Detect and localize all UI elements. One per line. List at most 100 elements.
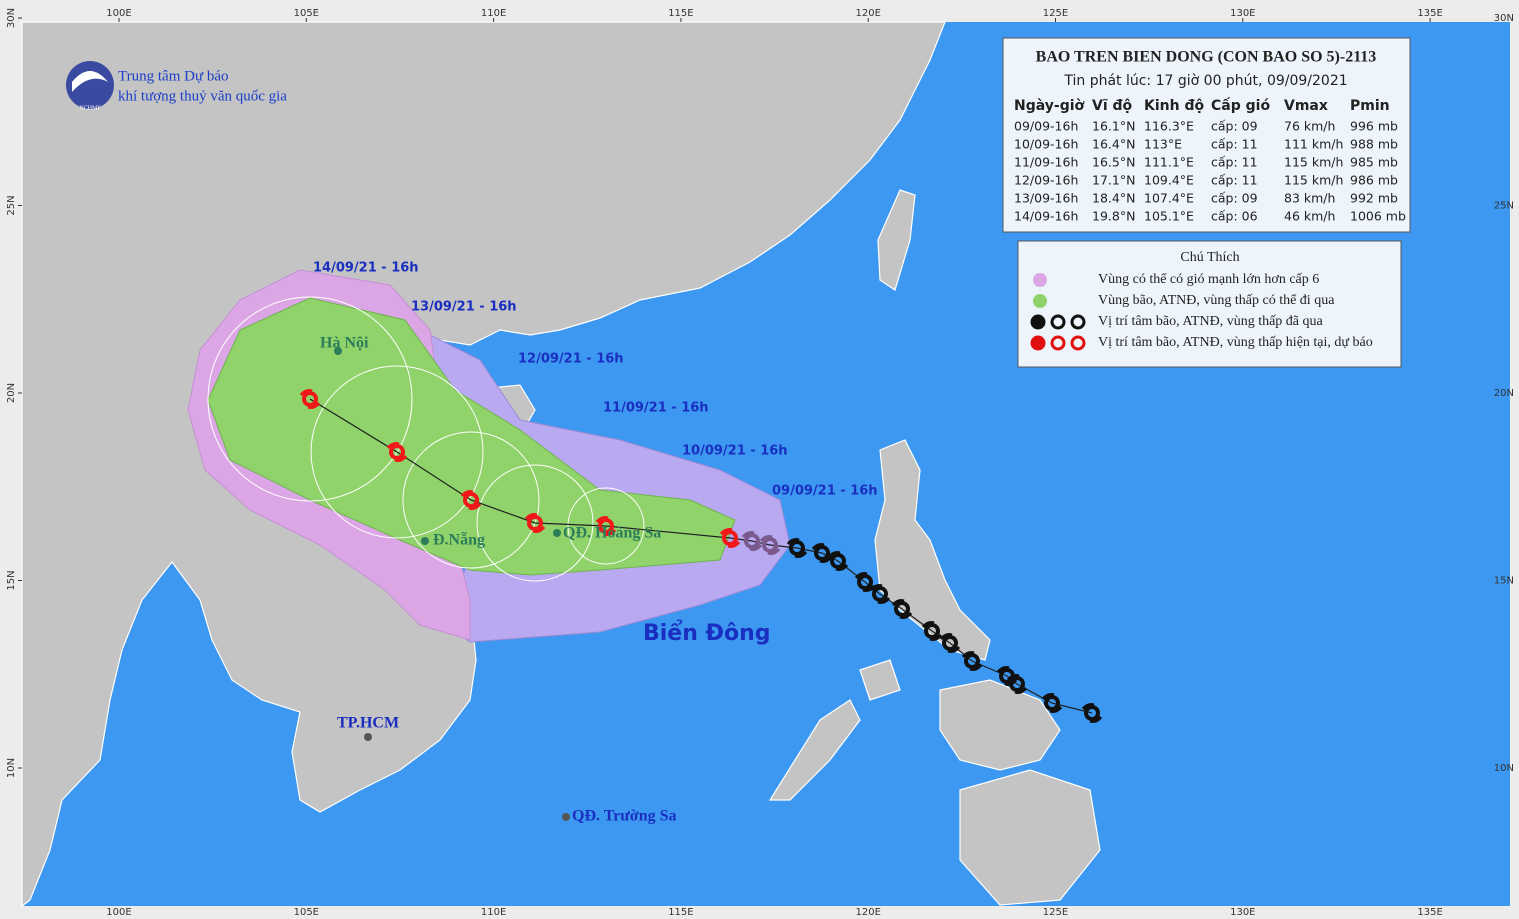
lat-tick-label: 25N — [1494, 201, 1514, 212]
table-cell: 14/09-16h — [1014, 209, 1078, 224]
legend-symbol — [1070, 335, 1086, 351]
past-center — [744, 533, 760, 549]
title: BAO TREN BIEN DONG (CON BAO SO 5)-2113 — [1036, 49, 1377, 66]
lon-tick-label: 130E — [1230, 907, 1255, 918]
lon-tick-label: 115E — [668, 907, 693, 918]
place-label: TP.HCM — [337, 715, 399, 732]
table-cell: 985 mb — [1350, 155, 1398, 170]
past-center — [872, 586, 888, 602]
legend-symbol — [1050, 314, 1066, 330]
lon-tick-label: 125E — [1043, 907, 1068, 918]
logo-badge — [66, 61, 114, 109]
lon-tick-label: 105E — [294, 8, 319, 19]
legend-label: Vị trí tâm bão, ATNĐ, vùng thấp hiện tại… — [1098, 335, 1373, 350]
legend-title: Chú Thích — [1180, 250, 1239, 265]
past-center-arm — [759, 535, 781, 555]
track-markers — [299, 389, 1103, 723]
column-header: Pmin — [1350, 98, 1390, 114]
track-label: 14/09/21 - 16h — [313, 261, 419, 276]
place-label: QĐ. Hoàng Sa — [563, 525, 661, 542]
past-center — [762, 537, 778, 553]
past-center — [814, 545, 830, 561]
forecast-center-arm — [595, 516, 617, 536]
forecast-center-arm — [386, 442, 408, 462]
ticks: 100E 100E 105E 105E 110E 110E 115E 115E 120E 120E… — [6, 8, 1514, 918]
forecast-center-arm — [719, 528, 741, 548]
table-cell: 111 km/h — [1284, 137, 1343, 152]
forecast-circle — [402, 431, 540, 569]
info-box: BAO TREN BIEN DONG (CON BAO SO 5)-2113 T… — [1002, 37, 1411, 233]
track-label: 13/09/21 - 16h — [411, 300, 517, 315]
column-header: Ngày-giờ — [1014, 98, 1085, 114]
past-center — [857, 574, 873, 590]
place-label: Đ.Nẵng — [433, 532, 485, 549]
forecast-circle — [207, 296, 413, 502]
mindoro — [859, 659, 901, 701]
table-cell: 116.3°E — [1144, 119, 1194, 134]
lon-tick-label: 120E — [855, 8, 880, 19]
place-dot — [421, 537, 429, 545]
legend-symbol — [1070, 314, 1086, 330]
track-label: 10/09/21 - 16h — [682, 444, 788, 459]
table-cell: cấp: 09 — [1211, 119, 1258, 134]
past-center — [789, 540, 805, 556]
table-cell: 10/09-16h — [1014, 137, 1078, 152]
lon-tick-label: 125E — [1043, 8, 1068, 19]
forecast-center-arm — [460, 490, 482, 510]
logo: NCHMF Trung tâm Dự báo khí tượng thuỷ vă… — [66, 61, 287, 111]
lat-tick-label: 10N — [6, 758, 17, 778]
past-center — [830, 553, 846, 569]
place-dot — [553, 529, 561, 537]
mindanao — [959, 769, 1101, 906]
past-center-arm — [786, 538, 808, 558]
place-dot — [364, 733, 372, 741]
legend-label: Vị trí tâm bão, ATNĐ, vùng thấp đã qua — [1098, 314, 1324, 329]
lat-tick-label: 15N — [6, 570, 17, 590]
lon-tick-label: 110E — [481, 907, 506, 918]
lon-tick-label: 135E — [1417, 8, 1442, 19]
forecast-center — [722, 530, 738, 546]
past-center — [1084, 705, 1100, 721]
table-cell: 996 mb — [1350, 119, 1398, 134]
sea-label: Biển Đông — [643, 620, 771, 646]
table-cell: cấp: 09 — [1211, 191, 1258, 206]
lon-tick-label: 100E — [106, 907, 131, 918]
table-cell: 13/09-16h — [1014, 191, 1078, 206]
table-cell: 1006 mb — [1350, 209, 1406, 224]
place-dot — [562, 813, 570, 821]
forecast-center — [598, 518, 614, 534]
table-cell: 16.1°N — [1092, 119, 1135, 134]
table-cell: 16.5°N — [1092, 155, 1135, 170]
table-cell: 992 mb — [1350, 191, 1398, 206]
track-line — [309, 398, 1093, 714]
table-cell: 12/09-16h — [1014, 173, 1078, 188]
lat-tick-label: 20N — [6, 383, 17, 403]
taiwan — [877, 189, 916, 291]
forecast-circles — [207, 296, 645, 582]
past-center-arm — [1006, 674, 1028, 694]
legend-items: Vùng có thể có gió mạnh lớn hơn cấp 6 Vùn… — [1030, 272, 1373, 351]
subtitle: Tin phát lúc: 17 giờ 00 phút, 09/09/2021 — [1063, 73, 1347, 89]
legend-label: Vùng có thể có gió mạnh lớn hơn cấp 6 — [1098, 272, 1319, 287]
lat-tick-label: 10N — [1494, 763, 1514, 774]
lon-tick-label: 115E — [668, 8, 693, 19]
legend-symbol — [1030, 314, 1046, 330]
past-center-arm — [1041, 693, 1063, 713]
table-cell: 111.1°E — [1144, 155, 1194, 170]
lon-tick-label: 105E — [294, 907, 319, 918]
lon-tick-label: 110E — [481, 8, 506, 19]
track-label: 09/09/21 - 16h — [772, 484, 878, 499]
track-label: 11/09/21 - 16h — [603, 401, 709, 416]
past-center — [1044, 695, 1060, 711]
past-center — [964, 653, 980, 669]
logo-abbr: NCHMF — [79, 105, 101, 111]
past-center-arm — [869, 584, 891, 604]
lat-tick-label: 20N — [1494, 388, 1514, 399]
info-table: Ngày-giờ Vĩ độ Kinh độ Cấp gió Vmax Pmin 09/09… — [1014, 97, 1406, 224]
legend-symbol — [1030, 335, 1046, 351]
logo-line: khí tượng thuỷ văn quốc gia — [118, 88, 287, 104]
track-label: 12/09/21 - 16h — [518, 352, 624, 367]
forecast-center-arm — [524, 513, 546, 533]
past-center — [1009, 676, 1025, 692]
